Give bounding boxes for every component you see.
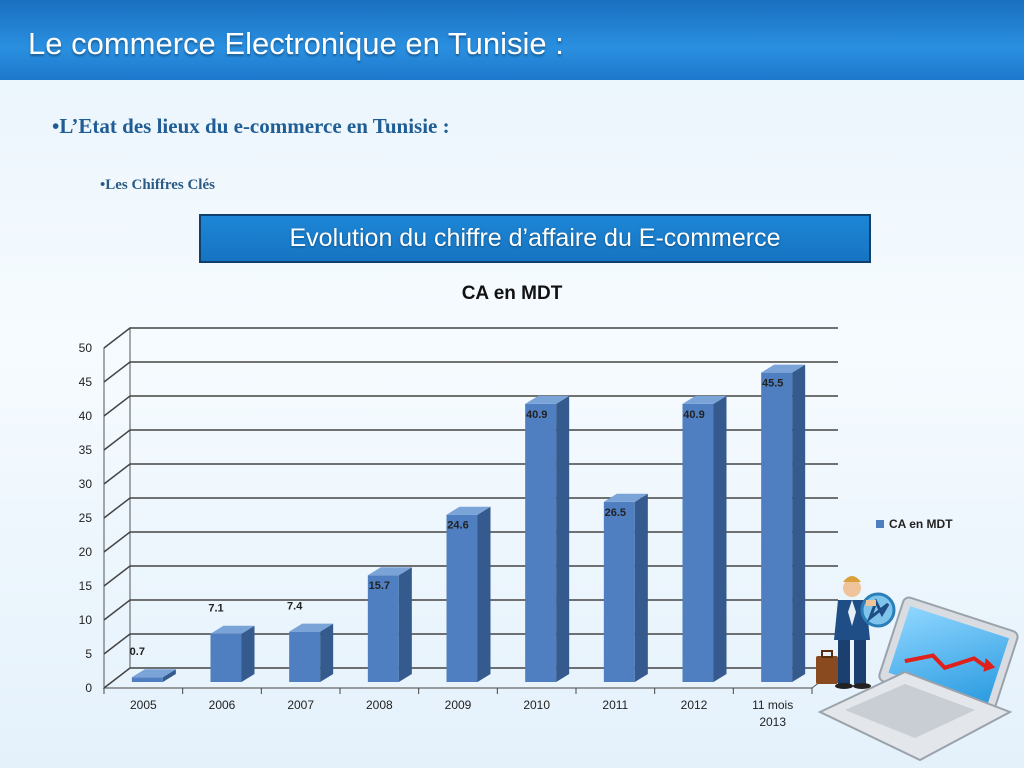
businessman-laptop-icon <box>816 576 1019 762</box>
bar-front <box>682 403 714 682</box>
y-tick-label: 20 <box>79 545 93 559</box>
y-tick-label: 15 <box>79 579 93 593</box>
bullet-chiffres-cles: •Les Chiffres Clés <box>100 177 215 193</box>
x-tick-label: 2010 <box>523 698 550 712</box>
bar-top <box>210 625 255 634</box>
y-tick-label: 5 <box>85 647 92 661</box>
bar <box>525 395 570 682</box>
bar <box>289 623 334 682</box>
bar-top <box>446 506 491 515</box>
x-tick-label: 11 mois <box>752 698 793 712</box>
bar-side <box>713 395 727 682</box>
gridline <box>103 667 838 689</box>
bar-front <box>289 631 321 682</box>
x-tick-label: 2013 <box>759 715 786 729</box>
y-tick-label: 25 <box>79 511 93 525</box>
y-tick-label: 10 <box>79 613 93 627</box>
bullet-etat-des-lieux: •L’Etat des lieux du e-commerce en Tunis… <box>52 114 450 138</box>
gridline <box>103 327 838 349</box>
legend-swatch <box>876 520 884 528</box>
bar <box>446 506 491 682</box>
gridline <box>103 497 838 519</box>
bar-side <box>398 567 412 682</box>
bar-top <box>682 395 727 404</box>
bar <box>603 493 648 682</box>
y-tick-label: 45 <box>79 375 93 389</box>
bar <box>210 625 255 682</box>
bar-top <box>761 364 806 373</box>
bar <box>131 669 176 682</box>
title-bar: Le commerce Electronique en Tunisie : <box>0 0 1024 80</box>
bar-top <box>131 669 176 678</box>
y-tick-label: 50 <box>79 341 93 355</box>
bar-side <box>477 506 491 682</box>
gridline <box>103 395 838 417</box>
gridline <box>103 565 838 587</box>
data-label: 0.7 <box>130 646 145 658</box>
data-label: 40.9 <box>683 409 704 421</box>
bar-front <box>603 501 635 682</box>
chart-banner-text: Evolution du chiffre d’affaire du E-comm… <box>289 224 781 252</box>
x-tick-label: 2011 <box>602 698 628 712</box>
bar-side <box>162 669 176 682</box>
x-tick-label: 2009 <box>445 698 472 712</box>
y-tick-label: 35 <box>79 443 93 457</box>
slide-title: Le commerce Electronique en Tunisie : <box>28 26 564 61</box>
bar-side <box>320 623 334 682</box>
x-tick-label: 2007 <box>287 698 314 712</box>
bar <box>761 364 806 682</box>
chart-title: CA en MDT <box>462 283 563 304</box>
chart-bars <box>131 364 806 682</box>
gridline <box>103 463 838 485</box>
bar-front <box>131 677 163 682</box>
x-tick-label: 2005 <box>130 698 157 712</box>
data-label: 15.7 <box>369 580 390 592</box>
bar-front <box>525 403 557 682</box>
gridline <box>103 361 838 383</box>
gridline <box>103 633 838 655</box>
bar-front <box>210 633 242 682</box>
bar-front <box>367 575 399 682</box>
data-label: 26.5 <box>605 507 626 519</box>
y-tick-label: 30 <box>79 477 93 491</box>
bar-side <box>792 364 806 682</box>
bar <box>367 567 412 682</box>
chart-gridlines <box>102 326 840 694</box>
data-label: 7.1 <box>208 603 223 615</box>
legend-label: CA en MDT <box>889 517 953 531</box>
data-label: 7.4 <box>287 601 303 613</box>
bar-top <box>525 395 570 404</box>
bar-side <box>241 625 255 682</box>
gridline <box>103 429 838 451</box>
x-tick-label: 2006 <box>209 698 236 712</box>
bar-side <box>634 493 648 682</box>
bar-front <box>446 514 478 682</box>
x-tick-label: 2008 <box>366 698 393 712</box>
gridline <box>103 599 838 621</box>
chart-legend: CA en MDT <box>876 517 953 531</box>
y-tick-label: 0 <box>85 681 92 695</box>
chart-banner: Evolution du chiffre d’affaire du E-comm… <box>199 214 871 263</box>
bar-top <box>289 623 334 632</box>
bar-top <box>603 493 648 502</box>
data-label: 45.5 <box>762 378 783 390</box>
chart-labels: 0 5 10 15 20 25 30 35 40 45 50 0.7 2005 7.1 2006 7.4 200… <box>79 341 794 729</box>
x-tick-label: 2012 <box>681 698 708 712</box>
y-tick-label: 40 <box>79 409 93 423</box>
data-label: 24.6 <box>447 520 468 532</box>
bar-front <box>761 372 793 682</box>
data-label: 40.9 <box>526 409 547 421</box>
gridline <box>103 531 838 553</box>
bar-side <box>556 395 570 682</box>
bar <box>682 395 727 682</box>
bar-top <box>367 567 412 576</box>
